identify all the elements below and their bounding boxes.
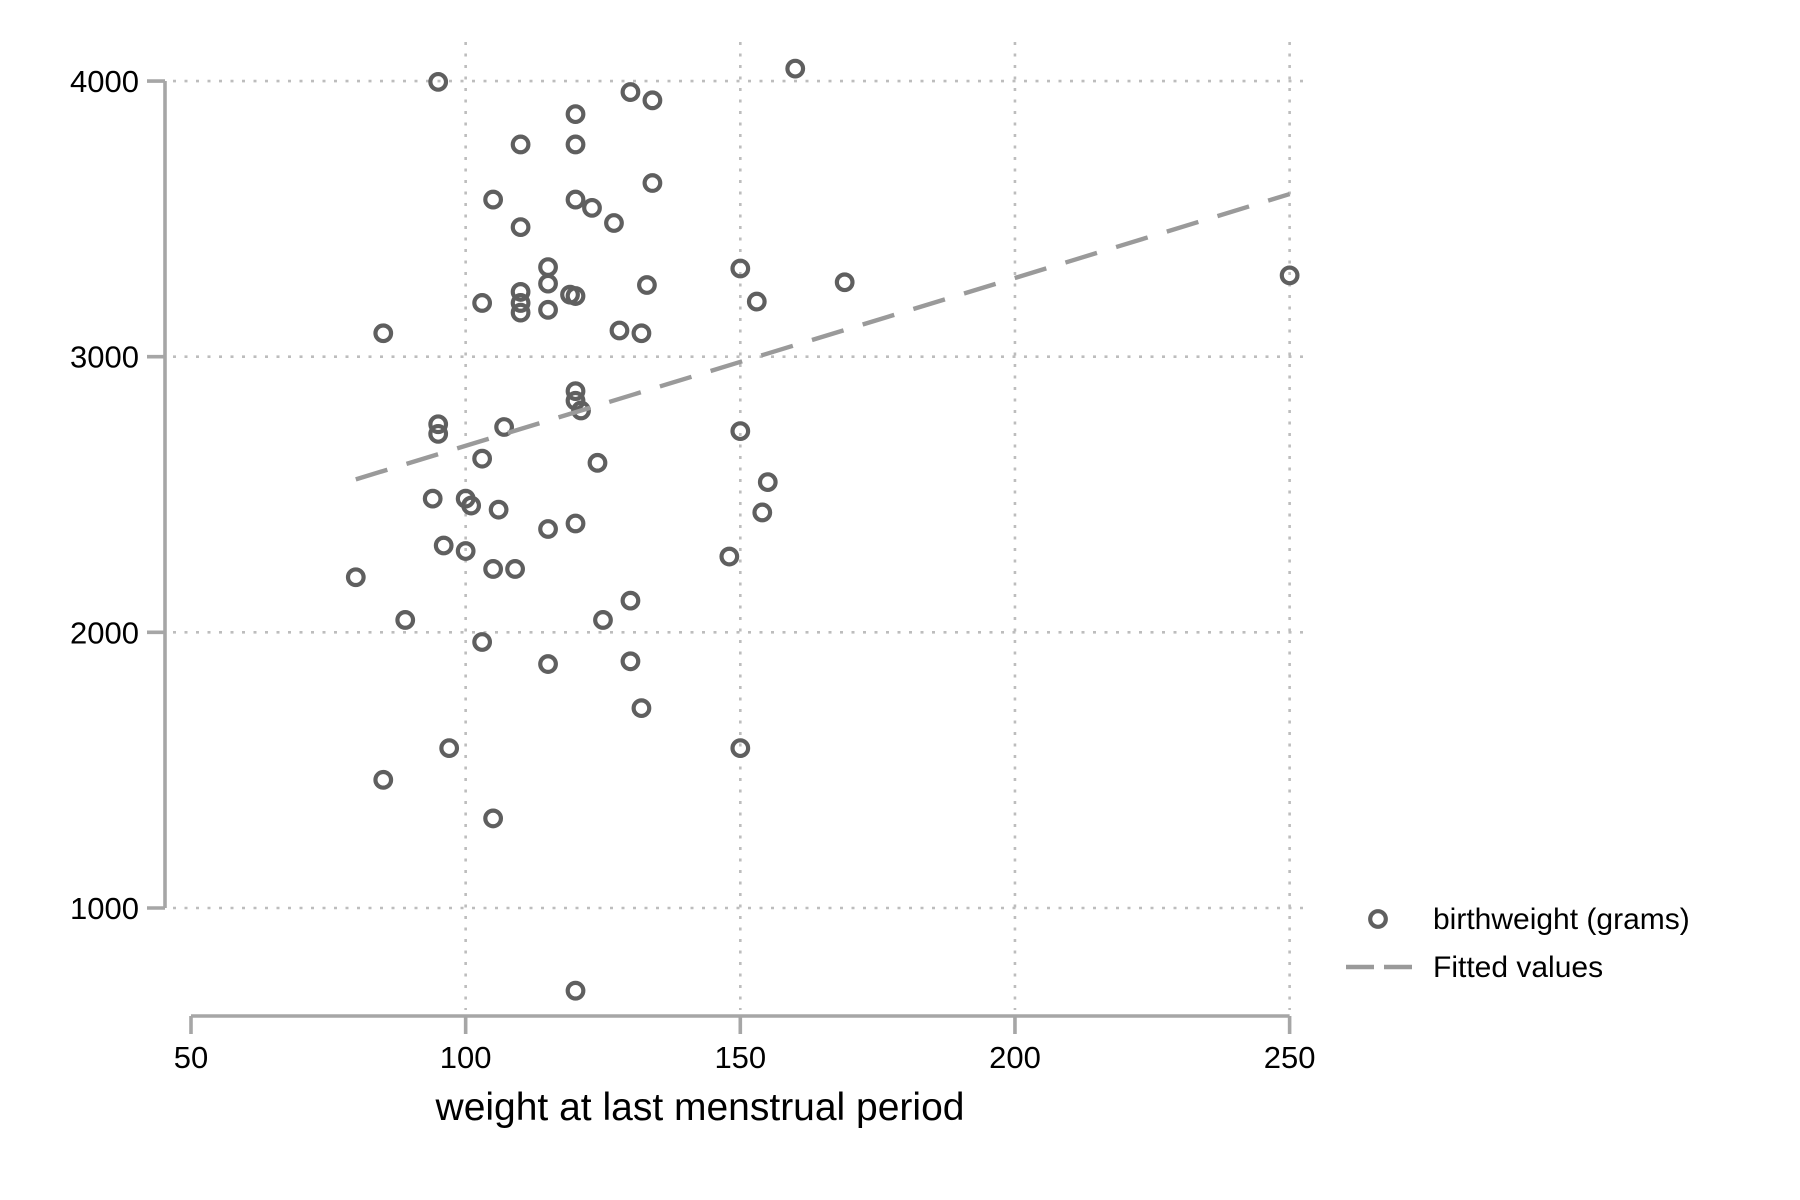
axes — [147, 79, 1292, 1034]
data-point — [604, 213, 624, 233]
y-tick-label: 2000 — [70, 615, 139, 650]
data-point — [565, 286, 586, 306]
data-point — [587, 452, 608, 473]
data-point — [785, 58, 806, 79]
data-point — [373, 323, 394, 344]
gridlines — [173, 42, 1308, 1010]
fitted-line — [355, 191, 1291, 482]
data-point — [834, 272, 855, 293]
data-point — [730, 421, 751, 442]
data-point — [752, 502, 773, 523]
data-point — [538, 519, 558, 539]
data-point — [620, 651, 641, 672]
data-point — [719, 546, 740, 567]
data-point — [472, 293, 493, 313]
data-point — [565, 513, 586, 534]
data-point — [483, 189, 504, 210]
y-tick-label: 1000 — [70, 891, 139, 926]
y-tick-label: 4000 — [70, 64, 139, 99]
data-point — [631, 323, 652, 344]
data-point — [620, 82, 641, 102]
data-point — [472, 632, 493, 652]
data-point — [373, 769, 394, 790]
data-point — [538, 257, 558, 278]
data-point — [395, 610, 416, 630]
data-point — [510, 282, 531, 302]
tick-labels: 1000 2000 3000 4000 50 100 150 200 250 — [70, 64, 1315, 1075]
x-tick-label: 200 — [989, 1040, 1041, 1075]
data-point — [455, 541, 476, 561]
data-point — [510, 134, 531, 155]
data-point — [428, 71, 449, 92]
data-point — [757, 472, 778, 493]
data-point — [510, 302, 531, 323]
data-point — [538, 273, 558, 294]
data-point — [472, 448, 493, 469]
x-axis-title: weight at last menstrual period — [435, 1086, 965, 1129]
y-tick-label: 3000 — [70, 340, 139, 375]
data-point — [505, 559, 525, 579]
data-point — [461, 495, 482, 516]
data-point — [565, 189, 586, 210]
data-point — [510, 217, 531, 238]
data-point — [620, 590, 641, 611]
legend: birthweight (grams) Fitted values — [1346, 903, 1690, 984]
data-point — [631, 698, 652, 719]
x-tick-label: 100 — [440, 1040, 492, 1075]
x-tick-label: 50 — [174, 1040, 208, 1075]
data-point — [483, 559, 504, 579]
data-point — [582, 197, 602, 218]
data-point — [642, 173, 663, 193]
data-point — [428, 423, 449, 444]
x-tick-label: 250 — [1264, 1040, 1316, 1075]
data-point — [565, 104, 586, 125]
legend-label-fitted: Fitted values — [1433, 951, 1603, 984]
data-point — [565, 381, 586, 402]
data-point — [642, 90, 663, 111]
data-point — [730, 738, 751, 759]
data-point — [428, 414, 449, 435]
data-point — [565, 980, 586, 1001]
data-point — [483, 808, 504, 829]
data-point — [345, 567, 366, 588]
scatter-points — [345, 58, 1300, 1001]
legend-scatter-marker-icon — [1368, 909, 1388, 929]
data-point — [565, 134, 586, 155]
legend-label-birthweight: birthweight (grams) — [1433, 903, 1690, 936]
data-point — [494, 417, 515, 437]
data-point — [439, 738, 460, 759]
data-point — [488, 499, 509, 520]
data-point — [538, 299, 558, 320]
data-point — [593, 610, 613, 630]
data-point — [746, 291, 767, 312]
data-point — [1279, 265, 1300, 286]
data-point — [538, 654, 558, 674]
data-point — [637, 275, 657, 295]
data-point — [433, 535, 454, 556]
data-point — [609, 320, 630, 341]
data-point — [730, 258, 751, 279]
data-point — [422, 488, 443, 509]
x-tick-label: 150 — [714, 1040, 766, 1075]
data-point — [510, 293, 531, 313]
